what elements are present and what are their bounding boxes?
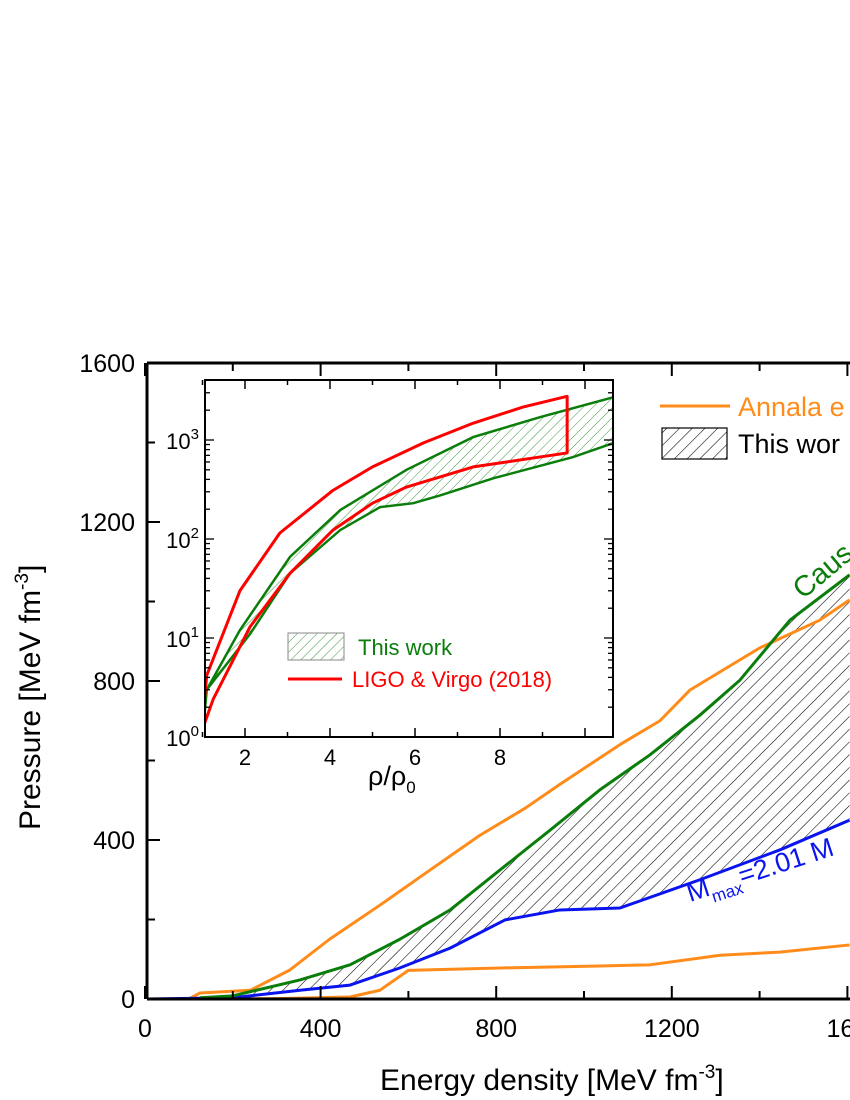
x-tick-label: 800 [475, 1015, 517, 1043]
inset-y-tick-label: 102 [166, 525, 199, 553]
y-tick-label: 1600 [79, 350, 135, 378]
legend-annala-label: Annala e [738, 392, 845, 422]
inset-legend-this-work-swatch [287, 632, 345, 661]
inset-y-tick-label: 103 [166, 426, 199, 454]
y-tick-label: 800 [93, 668, 135, 696]
y-tick-label: 1200 [79, 509, 135, 537]
x-tick-label: 1200 [644, 1015, 700, 1043]
y-tick-label: 400 [93, 827, 135, 855]
inset-legend-ligo-label: LIGO & Virgo (2018) [352, 667, 552, 692]
inset-frame [204, 379, 614, 738]
y-tick-label: 0 [121, 986, 135, 1014]
main-plot-area [147, 573, 850, 999]
legend-this-work-swatch [661, 427, 728, 460]
inset-y-tick-label: 101 [166, 624, 199, 652]
inset-this-work-upper [205, 396, 613, 700]
inset-plot-area [205, 394, 613, 727]
main-plot: 04008001200160040080012001600 [79, 350, 850, 1043]
x-tick-label: 400 [300, 1015, 342, 1043]
inset-x-axis-title: ρ/ρ0 [368, 761, 416, 797]
series-causality [199, 573, 850, 999]
inset-x-tick-label: 2 [239, 745, 251, 770]
inset-this-work-band [205, 397, 613, 710]
x-axis-title: Energy density [MeV fm-3] [380, 1062, 724, 1097]
inset-ligo-region [205, 394, 569, 727]
inset-legend-this-work-label: This work [358, 635, 453, 660]
this-work-band [147, 574, 850, 999]
inset-plot: 2 4 6 8 100 101 102 103 [166, 379, 614, 770]
x-tick-label: 0 [138, 1015, 152, 1043]
legend-this-work-label: This wor [738, 429, 840, 459]
x-tick-label: 160 [827, 1015, 850, 1043]
inset-x-tick-label: 6 [409, 745, 421, 770]
y-axis-title: Pressure [MeV fm-3] [12, 565, 47, 830]
series-annala_upper [188, 598, 850, 999]
inset-x-tick-label: 4 [324, 745, 336, 770]
inset-x-tick-label: 8 [494, 745, 506, 770]
inset-y-tick-label: 100 [166, 723, 199, 751]
series-mmax [147, 818, 850, 999]
